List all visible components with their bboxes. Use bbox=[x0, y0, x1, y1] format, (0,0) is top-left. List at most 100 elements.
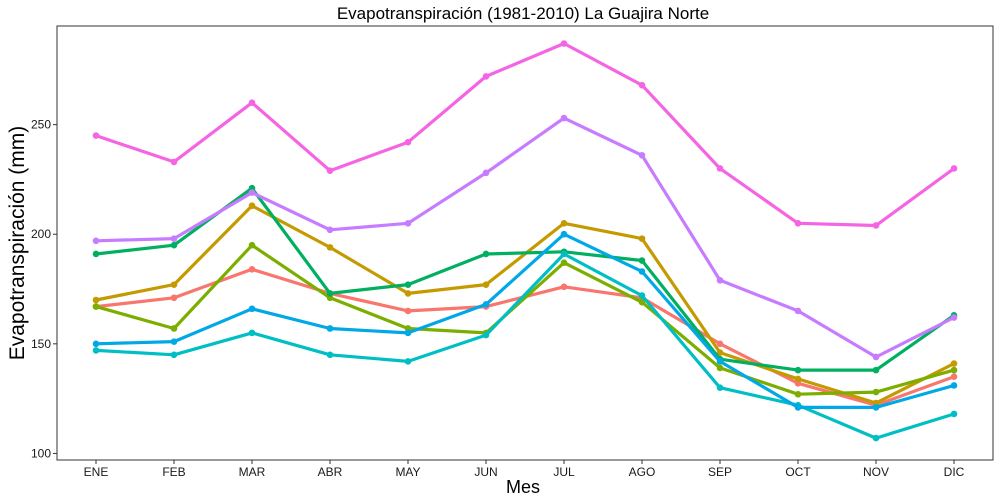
data-point bbox=[794, 375, 802, 383]
data-point bbox=[482, 250, 490, 258]
x-axis: ENE FEB MAR ABR MAY JUN JUL AGO SEP OCT NOV DIC bbox=[84, 460, 965, 479]
y-tick-label: 150 bbox=[31, 337, 51, 351]
y-tick-label: 250 bbox=[31, 118, 51, 132]
data-point bbox=[482, 331, 490, 339]
data-point bbox=[326, 167, 334, 174]
data-point bbox=[248, 266, 256, 273]
y-tick-label: 200 bbox=[31, 227, 51, 241]
x-axis-title: Mes bbox=[506, 477, 540, 497]
data-point bbox=[482, 281, 490, 288]
x-tick-label: OCT bbox=[785, 465, 811, 479]
series-8 bbox=[92, 40, 958, 229]
series-line bbox=[94, 186, 956, 372]
data-point bbox=[170, 281, 178, 288]
x-tick-label: AGO bbox=[629, 465, 656, 479]
data-point bbox=[404, 290, 412, 297]
data-point bbox=[482, 169, 490, 177]
x-tick-label: DIC bbox=[944, 465, 965, 479]
series-layer bbox=[92, 40, 958, 442]
x-tick-label: MAY bbox=[395, 465, 420, 479]
series-line bbox=[94, 267, 956, 407]
data-point bbox=[950, 314, 958, 321]
data-point bbox=[170, 325, 178, 332]
series-line bbox=[94, 204, 956, 405]
data-point bbox=[404, 307, 412, 315]
data-point bbox=[872, 222, 880, 229]
data-point bbox=[872, 366, 880, 374]
data-point bbox=[560, 259, 568, 267]
data-point bbox=[404, 219, 412, 227]
series-line bbox=[94, 116, 956, 359]
series-line bbox=[94, 41, 956, 228]
data-point bbox=[248, 241, 256, 249]
data-point bbox=[482, 73, 490, 80]
series-7 bbox=[92, 114, 958, 361]
data-point bbox=[248, 305, 256, 313]
data-point bbox=[716, 340, 724, 348]
data-point bbox=[872, 353, 880, 361]
data-point bbox=[950, 410, 958, 418]
series-line bbox=[94, 232, 956, 409]
data-point bbox=[950, 366, 958, 374]
data-point bbox=[404, 138, 412, 146]
data-point bbox=[248, 189, 256, 196]
data-point bbox=[248, 329, 256, 337]
data-point bbox=[92, 250, 100, 258]
data-point bbox=[638, 81, 646, 89]
x-tick-label: MAR bbox=[239, 465, 266, 479]
series-6 bbox=[92, 230, 958, 411]
x-tick-label: ENE bbox=[84, 465, 109, 479]
y-axis-title: Evapotranspiración (mm) bbox=[6, 126, 29, 361]
data-point bbox=[482, 301, 490, 308]
series-2 bbox=[92, 202, 958, 407]
data-point bbox=[950, 360, 958, 367]
data-point bbox=[404, 329, 412, 337]
y-tick-label: 100 bbox=[31, 446, 51, 460]
data-point bbox=[638, 268, 646, 275]
data-point bbox=[326, 244, 334, 251]
data-point bbox=[248, 99, 256, 107]
x-tick-label: JUL bbox=[553, 465, 575, 479]
data-point bbox=[92, 132, 100, 139]
data-point bbox=[92, 296, 100, 304]
y-axis: 100 150 200 250 bbox=[31, 118, 57, 460]
x-tick-label: NOV bbox=[863, 465, 889, 479]
data-point bbox=[794, 390, 802, 398]
data-point bbox=[248, 202, 256, 210]
data-point bbox=[404, 281, 412, 288]
data-point bbox=[326, 325, 334, 332]
data-point bbox=[872, 434, 880, 442]
series-5 bbox=[92, 250, 958, 442]
data-point bbox=[326, 290, 334, 297]
data-point bbox=[560, 40, 568, 47]
data-point bbox=[638, 292, 646, 299]
data-point bbox=[716, 364, 724, 372]
data-point bbox=[326, 351, 334, 359]
data-point bbox=[872, 388, 880, 396]
data-point bbox=[716, 276, 724, 284]
data-point bbox=[950, 165, 958, 172]
data-point bbox=[950, 373, 958, 381]
data-point bbox=[716, 384, 724, 391]
data-point bbox=[794, 404, 802, 411]
data-point bbox=[170, 235, 178, 242]
data-point bbox=[170, 294, 178, 302]
series-line bbox=[94, 243, 956, 396]
data-point bbox=[638, 152, 646, 159]
data-point bbox=[638, 235, 646, 242]
data-point bbox=[170, 338, 178, 345]
data-point bbox=[872, 404, 880, 411]
data-point bbox=[326, 226, 334, 234]
data-point bbox=[170, 241, 178, 249]
data-point bbox=[560, 283, 568, 291]
x-tick-label: JUN bbox=[474, 465, 497, 479]
data-point bbox=[794, 219, 802, 227]
x-tick-label: SEP bbox=[708, 465, 732, 479]
data-point bbox=[92, 340, 100, 348]
data-point bbox=[560, 114, 568, 122]
data-point bbox=[560, 250, 568, 258]
plot-panel-border bbox=[56, 25, 994, 461]
x-tick-label: ABR bbox=[318, 465, 343, 479]
data-point bbox=[638, 257, 646, 264]
